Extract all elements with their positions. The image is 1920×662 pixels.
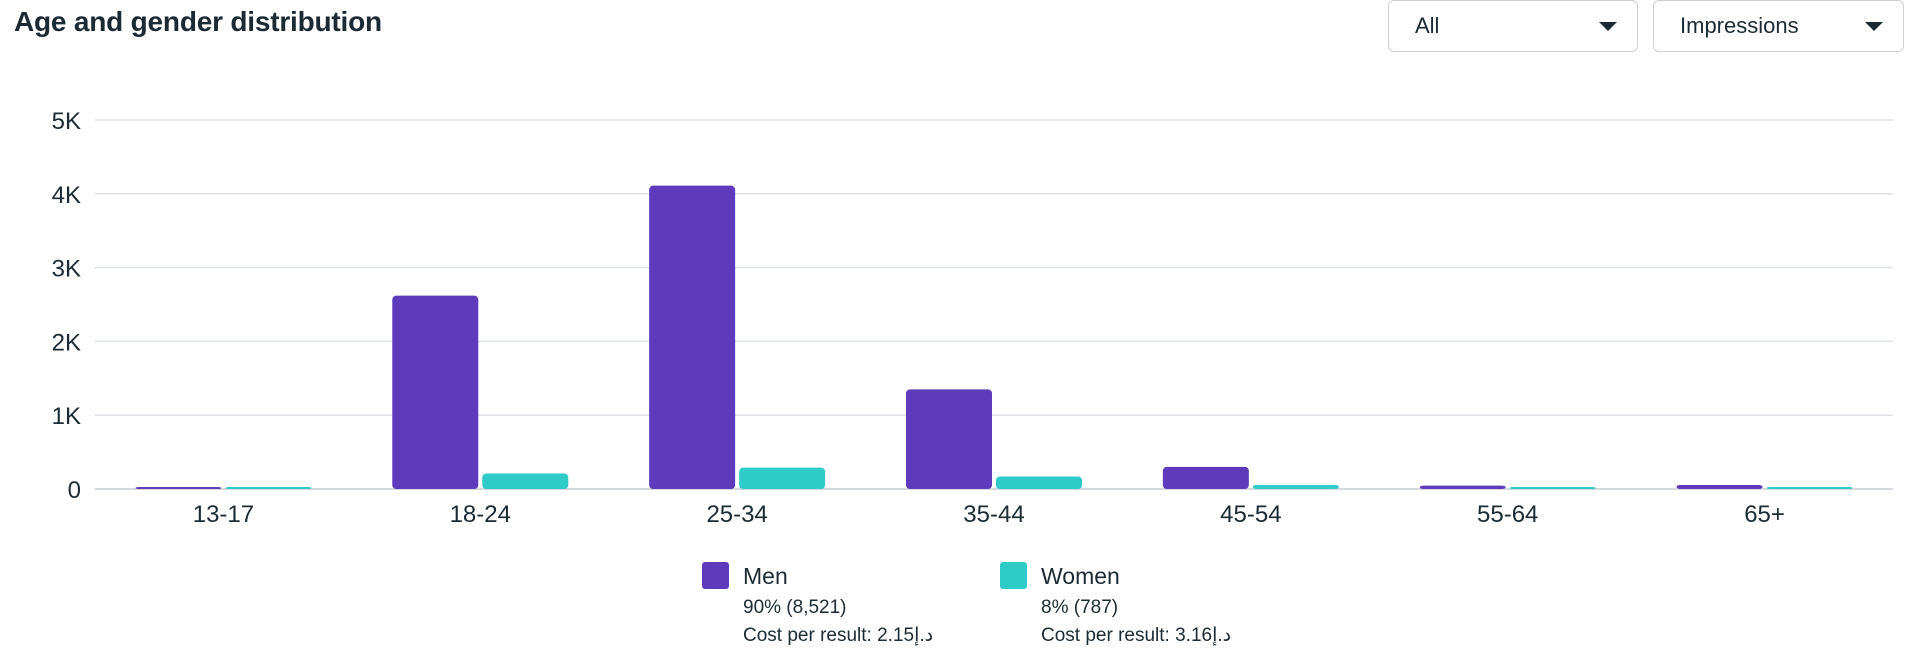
legend-item-women[interactable]: Women 8% (787) Cost per result: 3.16د.إ xyxy=(1000,558,1231,650)
gender-filter-dropdown[interactable]: All xyxy=(1388,0,1638,52)
x-tick-label: 35-44 xyxy=(963,501,1024,528)
legend-cost-men: Cost per result: 2.15د.إ xyxy=(743,625,934,646)
bar-men-13-17 xyxy=(135,487,222,489)
chart-title: Age and gender distribution xyxy=(14,6,382,37)
legend-label-women: Women xyxy=(1041,563,1120,589)
caret-down-icon xyxy=(1599,21,1617,31)
metric-value: Impressions xyxy=(1680,13,1799,38)
bar-men-45-54 xyxy=(1162,466,1249,489)
x-tick-label: 18-24 xyxy=(450,501,511,528)
metric-dropdown[interactable]: Impressions xyxy=(1653,0,1904,52)
y-tick-label: 3K xyxy=(52,256,81,283)
bar-men-65+ xyxy=(1676,484,1763,489)
bar-women-35-44 xyxy=(996,476,1082,489)
men-swatch xyxy=(702,562,729,589)
bar-women-13-17 xyxy=(225,487,312,489)
legend-share-women: 8% (787) xyxy=(1041,597,1119,618)
bar-chart: 0 1K 2K 3K 4K 5K 13-17 18-24 25-34 35-44 45-54 55-6… xyxy=(52,108,1893,528)
x-tick-label: 45-54 xyxy=(1220,501,1281,528)
bar-women-18-24 xyxy=(482,473,569,489)
legend-cost-women: Cost per result: 3.16د.إ xyxy=(1041,625,1232,646)
bar-women-25-34 xyxy=(739,467,826,489)
x-tick-label: 25-34 xyxy=(706,501,767,528)
bar-women-65+ xyxy=(1766,487,1853,489)
y-tick-label: 2K xyxy=(52,329,81,356)
bar-men-25-34 xyxy=(649,185,736,489)
legend-item-men[interactable]: Men 90% (8,521) Cost per result: 2.15د.إ xyxy=(702,558,933,650)
x-tick-label: 65+ xyxy=(1744,501,1785,528)
y-tick-label: 4K xyxy=(52,182,81,209)
bar-men-18-24 xyxy=(392,295,479,489)
bar-women-45-54 xyxy=(1252,484,1339,489)
x-tick-label: 55-64 xyxy=(1477,501,1538,528)
women-swatch xyxy=(1000,562,1027,589)
legend-share-men: 90% (8,521) xyxy=(743,597,847,618)
bar-men-35-44 xyxy=(906,389,992,489)
gender-filter-value: All xyxy=(1415,13,1440,38)
caret-down-icon xyxy=(1865,21,1883,31)
y-tick-label: 5K xyxy=(52,108,81,135)
bar-men-55-64 xyxy=(1419,485,1506,489)
y-tick-label: 1K xyxy=(52,403,81,430)
legend-label-men: Men xyxy=(743,563,788,589)
bar-women-55-64 xyxy=(1509,487,1596,489)
x-tick-label: 13-17 xyxy=(193,501,254,528)
y-tick-label: 0 xyxy=(68,477,81,504)
